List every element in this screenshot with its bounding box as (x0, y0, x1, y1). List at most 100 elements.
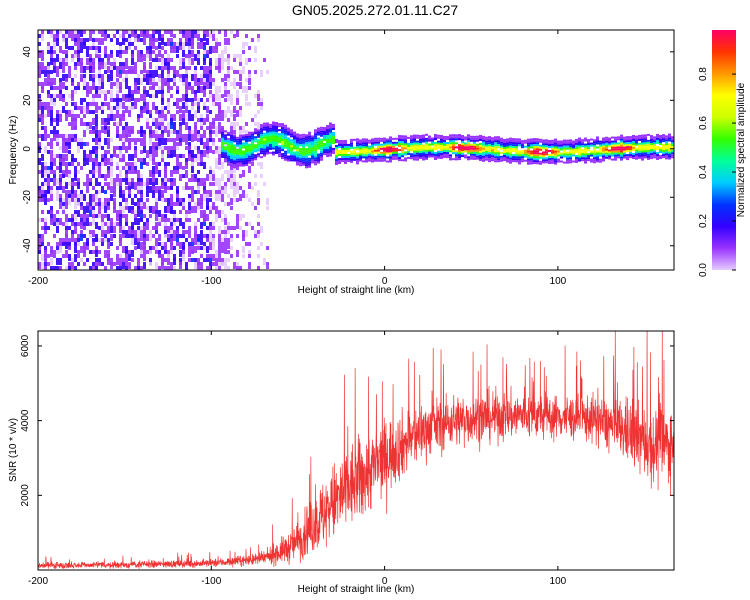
spectrogram-noise-cell (131, 106, 134, 110)
spectrogram-noise-cell (206, 226, 209, 230)
spectrogram-carrier-cell (533, 150, 536, 153)
chart-title: GN05.2025.272.01.11.C27 (291, 2, 459, 18)
spectrogram-noise-cell (56, 118, 59, 122)
spectrogram-noise-cell (116, 90, 119, 94)
spectrogram-noise-cell (149, 258, 152, 265)
spectrogram-carrier-cell (248, 131, 251, 134)
spectrogram-carrier-cell (656, 139, 659, 142)
spectrogram-carrier-cell (632, 149, 635, 152)
spectrogram-carrier-cell (515, 154, 518, 157)
spectrogram-noise-cell (44, 162, 47, 166)
spectrogram-noise-cell (140, 126, 143, 133)
spectrogram-carrier-cell (656, 155, 659, 158)
spectrogram-carrier-cell (485, 154, 488, 157)
spectrogram-carrier-cell (416, 156, 419, 159)
spectrogram-carrier-cell (449, 134, 452, 137)
spectrogram-noise-cell (104, 158, 107, 165)
spectrogram-noise-cell (257, 246, 260, 250)
spectrogram-carrier-cell (389, 138, 392, 141)
spectrogram-noise-cell (56, 194, 59, 201)
spectrogram-noise-cell (167, 234, 170, 238)
spectrogram-carrier-cell (554, 140, 557, 143)
spectrogram-noise-cell (80, 206, 83, 210)
spectrogram-noise-cell (56, 242, 59, 246)
spectrogram-noise-cell (215, 90, 218, 94)
spectrogram-carrier-cell (437, 146, 440, 149)
spectrogram-carrier-cell (260, 138, 263, 141)
spectrogram-carrier-cell (464, 148, 467, 151)
spectrogram-carrier-cell (377, 141, 380, 144)
spectrogram-noise-cell (212, 122, 215, 129)
spectrogram-noise-cell (107, 186, 110, 190)
spectrogram-noise-cell (227, 38, 230, 45)
spectrogram-carrier-cell (614, 146, 617, 149)
spectrogram-carrier-cell (254, 132, 257, 135)
spectrogram-noise-cell (149, 74, 152, 81)
spectrogram-noise-cell (74, 166, 77, 170)
spectrogram-noise-cell (197, 198, 200, 205)
spectrogram-noise-cell (224, 30, 227, 37)
spectrogram-carrier-cell (653, 136, 656, 139)
colorbar-tick-label: 0.8 (698, 67, 709, 81)
spectrogram-noise-cell (95, 246, 98, 253)
spectrogram-noise-cell (38, 134, 41, 138)
spectrogram-noise-cell (137, 206, 140, 210)
spectrogram-noise-cell (119, 102, 122, 109)
spectrogram-carrier-cell (527, 162, 530, 165)
spectrogram-carrier-cell (587, 139, 590, 142)
spectrogram-noise-cell (209, 126, 212, 130)
spectrogram-noise-cell (122, 206, 125, 213)
spectrogram-carrier-cell (365, 160, 368, 163)
spectrogram-noise-cell (257, 110, 260, 114)
spectrogram-carrier-cell (326, 131, 329, 134)
spectrogram-noise-cell (164, 58, 167, 65)
spectrogram-carrier-cell (299, 144, 302, 147)
spectrogram-noise-cell (77, 194, 80, 198)
spectrogram-noise-cell (170, 206, 173, 213)
spectrogram-noise-cell (86, 238, 89, 245)
spectrogram-carrier-cell (407, 146, 410, 149)
spectrogram-noise-cell (203, 134, 206, 138)
spectrogram-carrier-cell (527, 156, 530, 159)
spectrogram-noise-cell (197, 218, 200, 222)
spectrogram-noise-cell (83, 250, 86, 257)
spectrogram-carrier-cell (230, 159, 233, 162)
spectrogram-noise-cell (176, 110, 179, 114)
spectrogram-carrier-cell (263, 144, 266, 147)
spectrogram-noise-cell (167, 74, 170, 78)
spectrogram-carrier-cell (512, 138, 515, 141)
spectrogram-carrier-cell (653, 150, 656, 153)
spectrogram-carrier-cell (509, 139, 512, 142)
spectrogram-carrier-cell (662, 136, 665, 139)
spectrogram-carrier-cell (449, 136, 452, 139)
spectrogram-carrier-cell (353, 150, 356, 153)
spectrogram-noise-cell (83, 82, 86, 89)
spectrogram-noise-cell (98, 106, 101, 110)
spectrogram-carrier-cell (626, 154, 629, 157)
spectrogram-carrier-cell (287, 133, 290, 136)
spectrogram-carrier-cell (419, 140, 422, 143)
spectrogram-carrier-cell (389, 146, 392, 149)
spectrogram-noise-cell (74, 230, 77, 234)
spectrogram-noise-cell (185, 134, 188, 138)
spectrogram-noise-cell (155, 146, 158, 150)
spectrogram-carrier-cell (638, 152, 641, 155)
spectrogram-noise-cell (140, 58, 143, 62)
spectrogram-carrier-cell (287, 149, 290, 152)
spectrogram-noise-cell (194, 78, 197, 82)
spectrogram-carrier-cell (455, 154, 458, 157)
spectrogram-noise-cell (71, 138, 74, 142)
spectrogram-noise-cell (230, 238, 233, 242)
spectrogram-carrier-cell (524, 149, 527, 152)
spectrogram-carrier-cell (464, 156, 467, 159)
spectrogram-noise-cell (248, 162, 251, 166)
spectrogram-noise-cell (140, 182, 143, 186)
spectrogram-noise-cell (101, 154, 104, 161)
spectrogram-carrier-cell (266, 130, 269, 133)
spectrogram-noise-cell (74, 238, 77, 245)
spectrogram-noise-cell (68, 246, 71, 250)
spectrogram-noise-cell (218, 122, 221, 126)
spectrogram-noise-cell (137, 138, 140, 142)
spectrogram-noise-cell (62, 142, 65, 146)
spectrogram-carrier-cell (476, 145, 479, 148)
